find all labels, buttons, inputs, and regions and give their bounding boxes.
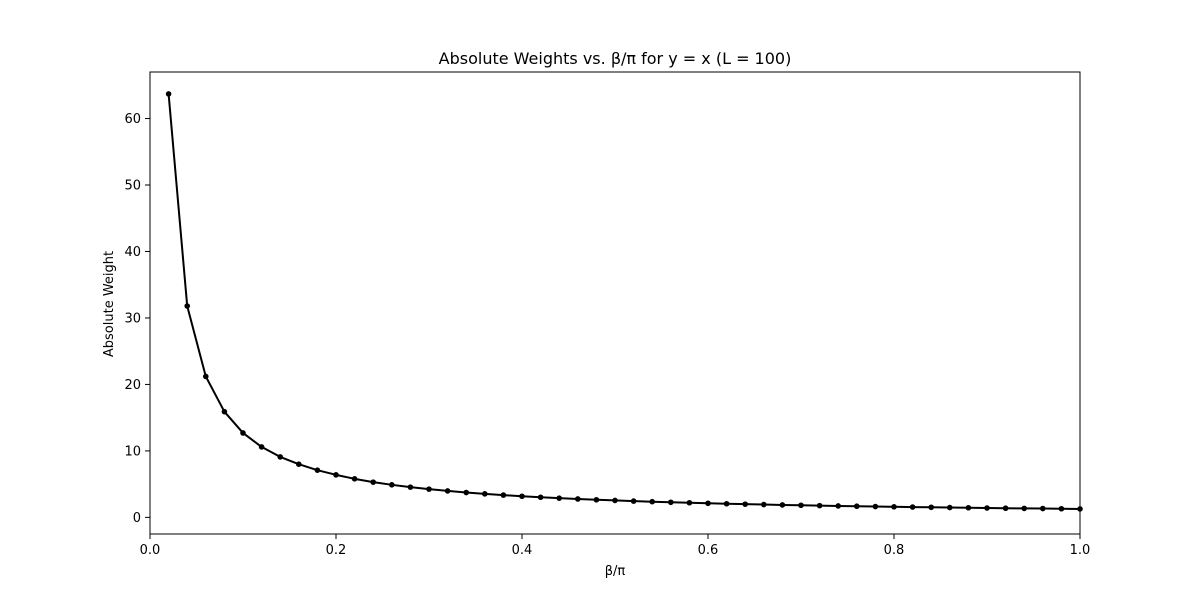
series-line [167,93,1081,510]
x-tick-label: 0.4 [512,543,533,558]
data-point [426,486,432,492]
data-point [965,504,972,511]
data-point [872,503,879,510]
x-tick-label: 0.2 [326,543,347,558]
data-point [537,494,544,501]
data-point [928,504,934,511]
data-point [1002,505,1009,512]
data-point [1021,505,1027,512]
data-point [351,476,358,482]
data-point [835,503,841,509]
x-tick-label: 1.0 [1070,543,1091,558]
y-axis-label: Absolute Weight [102,251,117,357]
y-tick-label: 20 [124,378,141,393]
x-tick-label: 0.8 [884,543,905,558]
data-point [463,489,470,496]
data-point [612,497,618,504]
data-point [1040,505,1046,512]
data-point [630,498,637,504]
data-point [221,408,228,415]
data-point [203,373,209,380]
data-point [556,495,562,501]
data-point [1058,505,1065,512]
plot-area: 0.0 0.2 0.4 0.6 0.8 1.0 0 10 20 30 40 50 60 [124,71,1091,558]
data-point [444,488,451,494]
data-point [798,502,804,509]
data-point [575,496,581,502]
data-point [854,503,860,510]
data-point [240,430,246,436]
data-point [519,493,525,500]
data-point [779,502,786,508]
data-point [649,498,655,505]
data-point [761,501,767,508]
data-point [277,454,284,460]
data-point [165,91,172,97]
data-point [314,467,321,473]
y-tick-label: 60 [124,112,141,127]
data-point [668,499,674,506]
data-point [816,502,823,509]
data-point [184,303,190,309]
y-tick-label: 10 [124,444,141,459]
data-point [705,500,711,507]
data-point [947,504,953,511]
data-point [909,504,916,510]
data-point [296,461,302,468]
data-point [407,484,414,490]
data-point [389,482,395,488]
y-tick-label: 50 [124,179,141,194]
data-point [370,479,377,485]
data-point [742,501,748,507]
data-point [723,500,730,507]
data-point [482,491,488,497]
data-point [984,505,990,511]
data-point [333,472,339,478]
data-point [593,496,600,503]
axes-frame [149,71,1081,535]
y-tick-label: 30 [124,311,141,326]
data-point [686,499,693,506]
data-point [500,492,507,498]
x-tick-label: 0.6 [698,543,719,558]
data-point [891,504,897,510]
chart-title: Absolute Weights vs. β/π for y = x (L = … [439,49,792,68]
data-point [258,444,265,450]
y-tick-label: 0 [133,511,141,526]
y-tick-label: 40 [124,245,141,260]
x-tick-label: 0.0 [140,543,161,558]
x-axis-label: β/π [605,564,626,579]
